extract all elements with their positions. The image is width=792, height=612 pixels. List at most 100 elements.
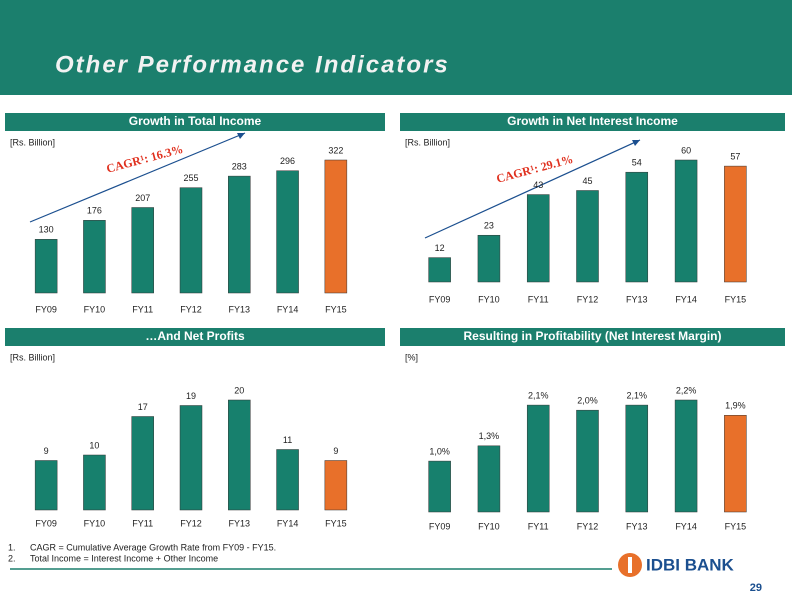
logo-mark (628, 557, 632, 573)
logo: IDBI BANK (646, 555, 735, 574)
bar (428, 257, 451, 283)
x-tick-label: FY09 (35, 518, 57, 528)
x-tick-label: FY14 (277, 304, 299, 314)
x-tick-label: FY15 (325, 304, 347, 314)
bar (34, 239, 58, 294)
x-tick-label: FY12 (180, 304, 202, 314)
bar (625, 171, 649, 283)
value-label: 2,2% (676, 385, 697, 395)
x-tick-label: FY13 (229, 304, 251, 314)
value-label: 207 (135, 193, 150, 203)
x-tick-label: FY10 (478, 294, 500, 304)
value-label: 9 (333, 446, 338, 456)
value-label: 20 (234, 385, 244, 395)
value-label: 283 (232, 161, 247, 171)
cagr-annotation: CAGR¹: 16.3% (105, 142, 185, 176)
bar (83, 454, 106, 511)
bar (724, 415, 747, 513)
panel-title-bar (400, 328, 785, 346)
bar (477, 234, 501, 283)
bar (724, 165, 747, 283)
value-label: 12 (435, 243, 445, 253)
bar (477, 445, 501, 513)
x-tick-label: FY15 (725, 294, 747, 304)
value-label: 54 (632, 158, 642, 168)
x-tick-label: FY13 (626, 521, 648, 531)
value-label: 322 (328, 145, 343, 155)
bar (576, 190, 599, 283)
panel-title: Growth in Total Income (129, 114, 262, 128)
bar (526, 194, 550, 283)
panel-title-bar (5, 328, 385, 346)
panel-title-bar (400, 113, 785, 131)
x-tick-label: FY13 (626, 294, 648, 304)
bar (276, 449, 299, 511)
value-label: 2,0% (577, 396, 598, 406)
panel-title: Growth in Net Interest Income (507, 114, 678, 128)
bar (428, 460, 451, 513)
footnote-number: 2. (8, 553, 16, 563)
bar (674, 159, 698, 283)
x-tick-label: FY10 (478, 521, 500, 531)
x-tick-label: FY14 (675, 521, 697, 531)
value-label: 57 (730, 151, 740, 161)
x-tick-label: FY10 (84, 304, 106, 314)
x-tick-label: FY12 (577, 294, 599, 304)
bar (131, 207, 154, 294)
x-tick-label: FY09 (429, 521, 451, 531)
bar (228, 175, 251, 294)
bar (576, 409, 599, 513)
value-label: 1,3% (479, 431, 500, 441)
value-label: 9 (44, 446, 49, 456)
value-label: 10 (89, 440, 99, 450)
cagr-arrow (424, 139, 641, 239)
value-label: 11 (283, 435, 292, 445)
x-tick-label: FY09 (35, 304, 57, 314)
footnote: Total Income = Interest Income + Other I… (30, 553, 218, 563)
bar (324, 460, 348, 511)
value-label: 1,9% (725, 401, 746, 411)
value-label: 45 (582, 176, 592, 186)
bar (83, 220, 106, 294)
panel-title: …And Net Profits (145, 329, 245, 343)
arrow-head (632, 140, 640, 146)
x-tick-label: FY13 (229, 518, 251, 528)
bar (228, 399, 251, 511)
value-label: 130 (39, 225, 54, 235)
x-tick-label: FY11 (132, 518, 153, 528)
x-tick-label: FY15 (325, 518, 347, 528)
x-tick-label: FY11 (132, 304, 153, 314)
bar (526, 404, 550, 513)
x-tick-label: FY12 (180, 518, 202, 528)
x-tick-label: FY10 (84, 518, 106, 528)
bar (276, 170, 299, 294)
x-tick-label: FY15 (725, 521, 747, 531)
bar (674, 399, 698, 513)
footnote-number: 1. (8, 542, 16, 552)
arrow-head (237, 133, 245, 139)
x-tick-label: FY14 (675, 294, 697, 304)
x-tick-label: FY12 (577, 521, 599, 531)
value-label: 19 (186, 391, 196, 401)
bar (179, 187, 203, 294)
footnote: CAGR = Cumulative Average Growth Rate fr… (30, 542, 276, 552)
unit-label: [%] (405, 352, 418, 362)
slide-title: Other Performance Indicators (55, 51, 450, 78)
value-label: 255 (183, 173, 198, 183)
unit-label: [Rs. Billion] (405, 137, 450, 147)
header-band (0, 0, 792, 95)
value-label: 1,0% (429, 446, 450, 456)
x-tick-label: FY11 (528, 521, 549, 531)
page-number: 29 (750, 582, 762, 594)
cagr-arrow (29, 132, 246, 223)
value-label: 17 (138, 402, 148, 412)
x-tick-label: FY09 (429, 294, 451, 304)
value-label: 176 (87, 206, 102, 216)
unit-label: [Rs. Billion] (10, 352, 55, 362)
unit-label: [Rs. Billion] (10, 137, 55, 147)
value-label: 2,1% (627, 390, 648, 400)
panel-title-bar (5, 113, 385, 131)
bar (324, 159, 348, 294)
bar (625, 404, 649, 513)
